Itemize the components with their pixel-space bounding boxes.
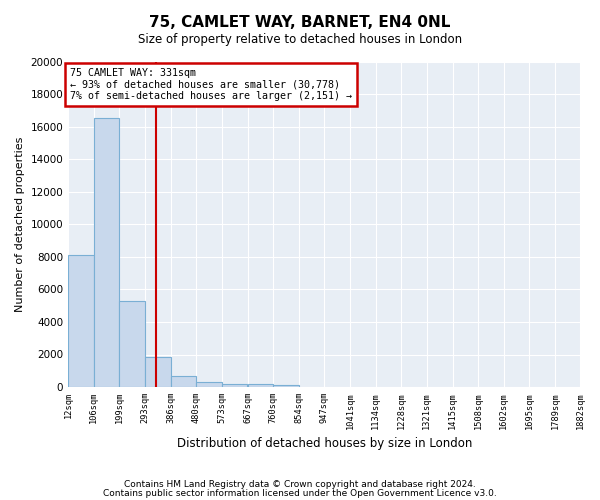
Text: Contains HM Land Registry data © Crown copyright and database right 2024.: Contains HM Land Registry data © Crown c…: [124, 480, 476, 489]
Bar: [273, 385, 299, 387]
Text: Size of property relative to detached houses in London: Size of property relative to detached ho…: [138, 32, 462, 46]
Bar: [222, 384, 247, 387]
Bar: [119, 301, 145, 387]
Y-axis label: Number of detached properties: Number of detached properties: [15, 136, 25, 312]
Bar: [145, 357, 170, 387]
Text: 75, CAMLET WAY, BARNET, EN4 0NL: 75, CAMLET WAY, BARNET, EN4 0NL: [149, 15, 451, 30]
Text: 75 CAMLET WAY: 331sqm
← 93% of detached houses are smaller (30,778)
7% of semi-d: 75 CAMLET WAY: 331sqm ← 93% of detached …: [70, 68, 352, 101]
Text: Contains public sector information licensed under the Open Government Licence v3: Contains public sector information licen…: [103, 489, 497, 498]
Bar: [196, 382, 222, 387]
X-axis label: Distribution of detached houses by size in London: Distribution of detached houses by size …: [176, 437, 472, 450]
Bar: [94, 118, 119, 387]
Bar: [68, 255, 94, 387]
Bar: [248, 384, 273, 387]
Bar: [170, 376, 196, 387]
